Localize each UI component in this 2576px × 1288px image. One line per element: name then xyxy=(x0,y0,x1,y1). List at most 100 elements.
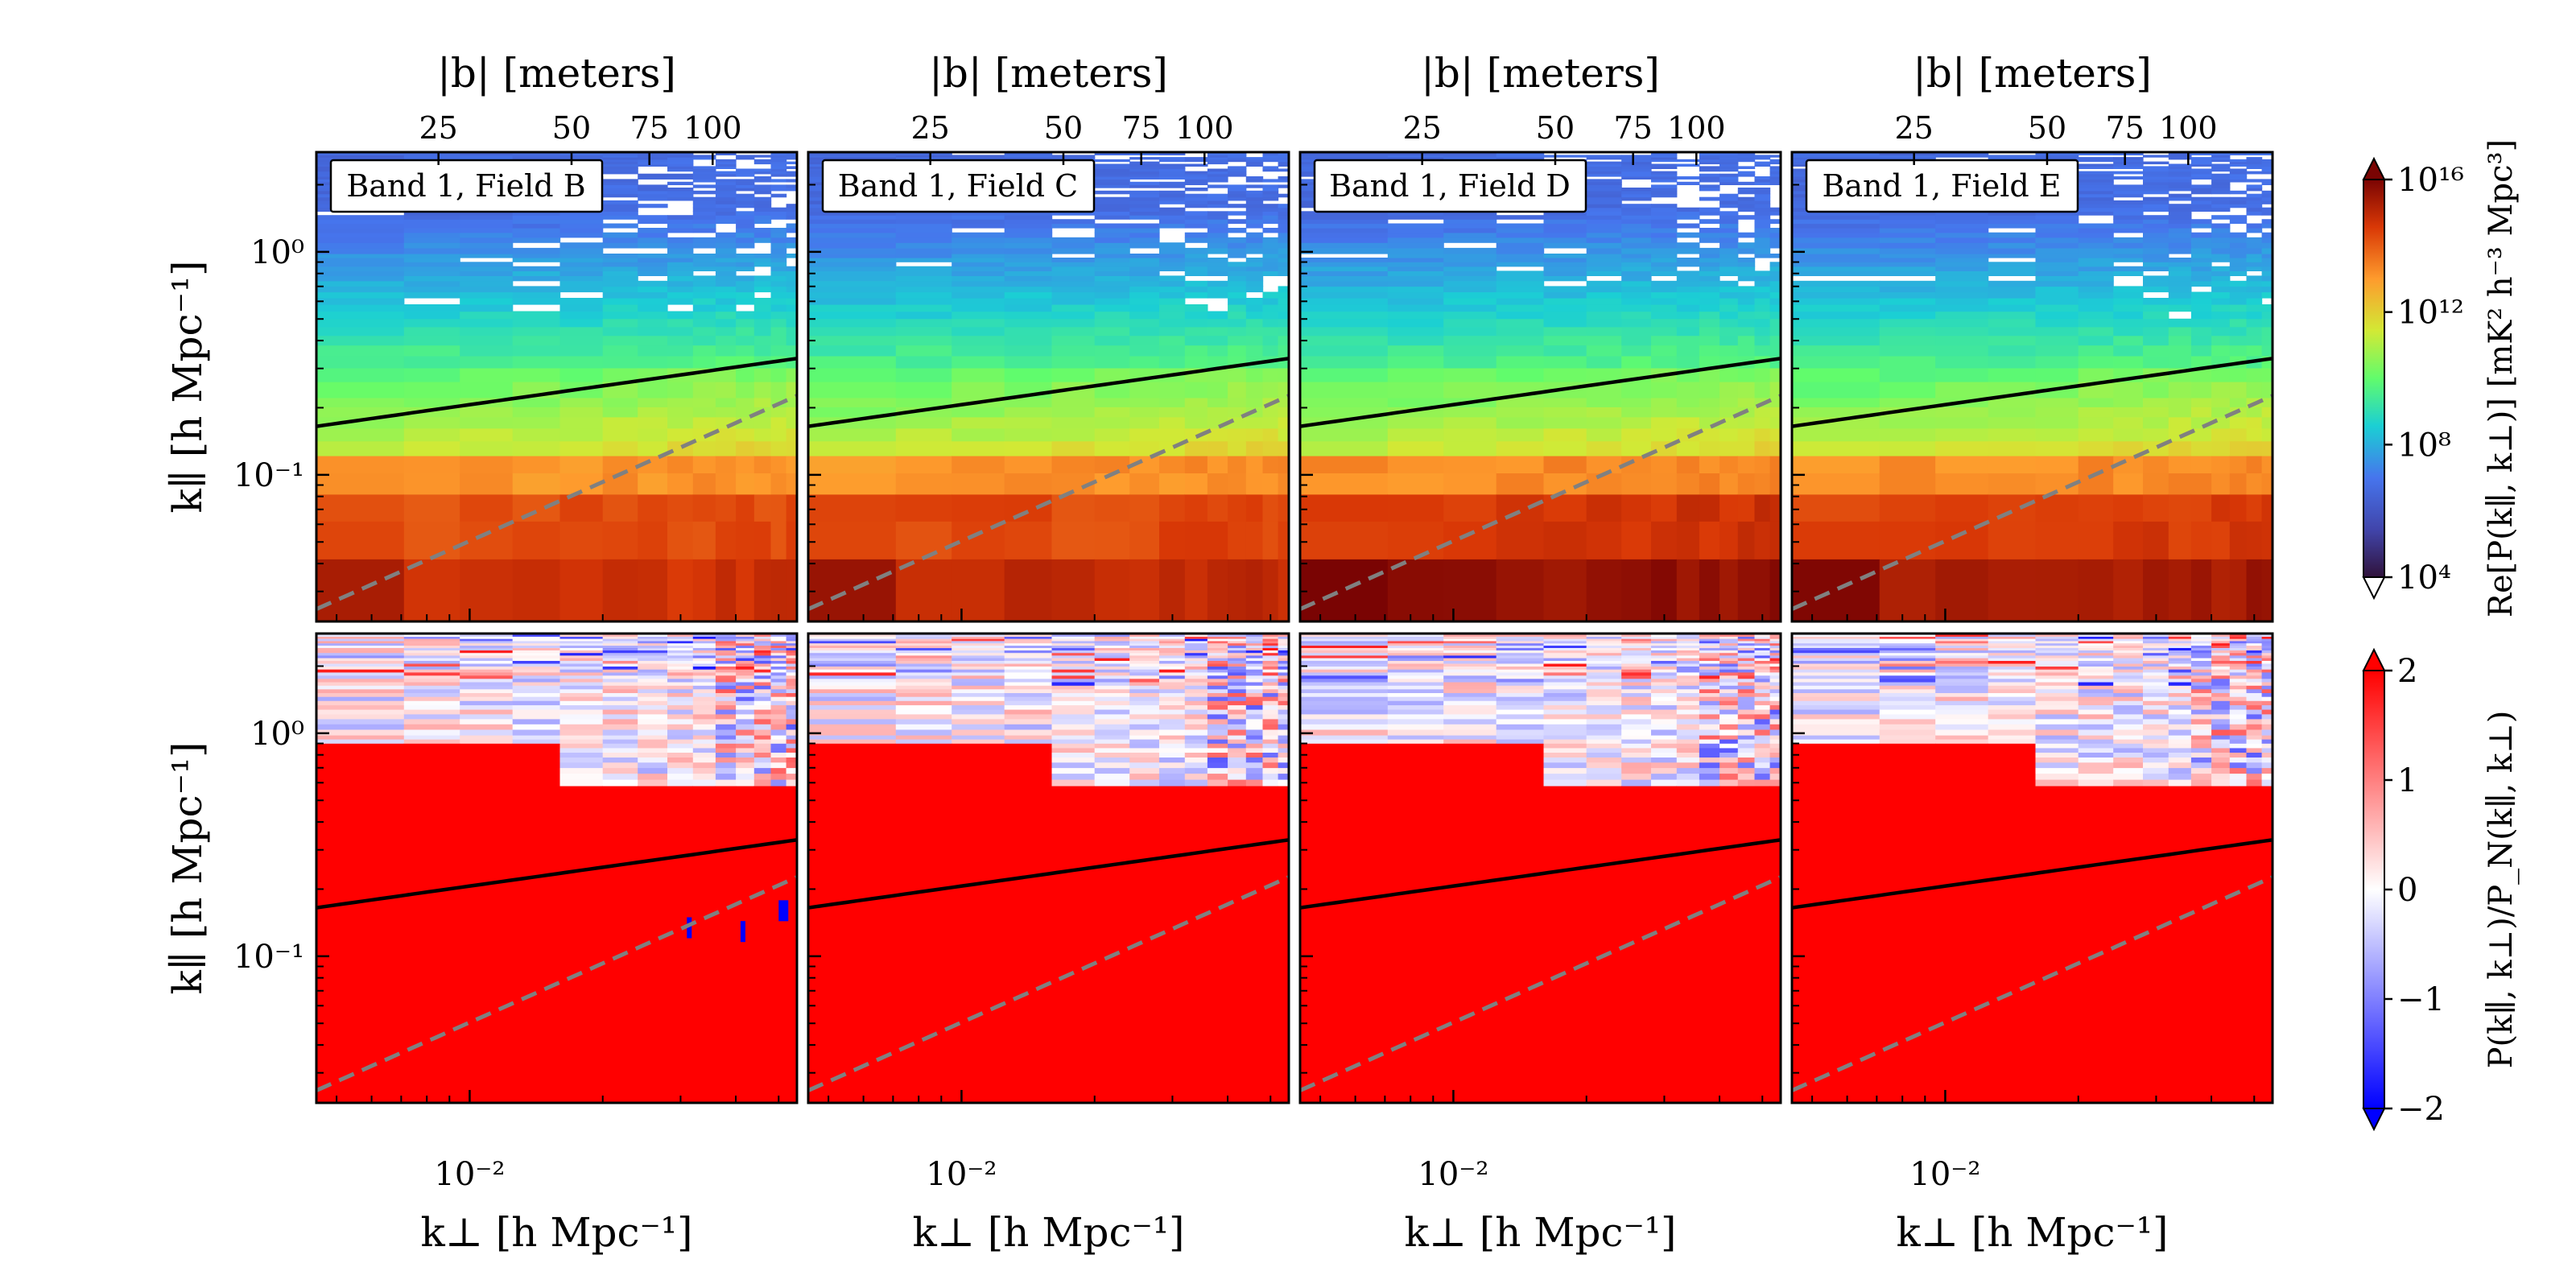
heatmap-cell xyxy=(1129,493,1160,522)
heatmap-cell xyxy=(1051,298,1096,305)
heatmap-cell xyxy=(1651,521,1678,559)
heatmap-cell xyxy=(638,642,668,646)
heatmap-cell xyxy=(1300,696,1389,701)
heatmap-cell xyxy=(559,685,604,690)
heatmap-cell xyxy=(403,318,460,328)
heatmap-cell xyxy=(316,757,405,763)
heatmap-cell xyxy=(1651,163,1678,167)
heatmap-cell xyxy=(808,752,897,758)
heatmap-cell xyxy=(1184,345,1208,357)
heatmap-cell xyxy=(1129,792,1160,801)
heatmap-cell xyxy=(1184,685,1208,690)
heatmap-cell xyxy=(952,792,1005,801)
heatmap-cell xyxy=(1129,681,1160,686)
heatmap-cell xyxy=(1159,898,1186,910)
heatmap-cell xyxy=(638,1002,668,1041)
heatmap-cell xyxy=(1159,326,1186,336)
heatmap-cell xyxy=(1004,247,1053,254)
heatmap-cell xyxy=(512,237,561,243)
heatmap-cell xyxy=(1184,291,1208,299)
heatmap-cell xyxy=(692,407,716,418)
heatmap-cell xyxy=(1769,848,1781,864)
heatmap-cell xyxy=(638,773,668,780)
heatmap-cell xyxy=(1387,232,1444,238)
plot-frame xyxy=(807,151,1290,623)
heatmap-cell xyxy=(460,675,514,679)
heatmap-cell xyxy=(512,739,561,744)
heatmap-cell xyxy=(1094,416,1130,429)
heatmap-cell xyxy=(1184,807,1208,818)
heatmap-cell xyxy=(1129,654,1160,658)
heatmap-cell xyxy=(1699,724,1720,730)
heatmap-cell xyxy=(753,743,772,749)
heatmap-cell xyxy=(316,747,405,753)
heatmap-cell xyxy=(736,1040,755,1103)
heatmap-cell xyxy=(316,878,405,889)
heatmap-cell xyxy=(1159,743,1186,749)
heatmap-cell xyxy=(808,718,897,724)
heatmap-cell xyxy=(403,645,460,648)
heatmap-cell xyxy=(1184,318,1208,328)
heatmap-cell xyxy=(1621,898,1652,910)
heatmap-cell xyxy=(1443,888,1497,899)
heatmap-cell xyxy=(1300,152,1389,155)
heatmap-cell xyxy=(460,270,514,276)
heatmap-cell xyxy=(1129,767,1160,774)
heatmap-cell xyxy=(1207,786,1228,794)
heatmap-cell xyxy=(1543,675,1587,679)
heatmap-cell xyxy=(403,671,460,676)
heatmap-cell xyxy=(1496,713,1545,720)
heatmap-cell xyxy=(638,688,668,693)
heatmap-cell xyxy=(786,311,797,320)
heatmap-cell xyxy=(1387,155,1444,158)
heatmap-cell xyxy=(715,275,737,282)
heatmap-cell xyxy=(512,688,561,693)
heatmap-cell xyxy=(1184,200,1208,204)
heatmap-cell xyxy=(1387,291,1444,299)
heatmap-cell xyxy=(602,773,638,780)
heatmap-cell xyxy=(1094,786,1130,794)
heatmap-cell xyxy=(1792,367,1880,382)
heatmap-cell xyxy=(460,634,514,637)
heatmap-cell xyxy=(895,638,952,642)
heatmap-cell xyxy=(1129,166,1160,169)
heatmap-cell xyxy=(1496,215,1545,220)
heatmap-cell xyxy=(895,652,952,656)
heatmap-cell xyxy=(512,291,561,299)
heatmap-cell xyxy=(1769,1002,1781,1041)
heatmap-cell xyxy=(1699,878,1720,889)
heatmap-cell xyxy=(895,836,952,850)
heatmap-cell xyxy=(1300,898,1389,910)
heatmap-cell xyxy=(753,669,772,673)
heatmap-cell xyxy=(1543,836,1587,850)
heatmap-cell xyxy=(1184,521,1208,559)
heatmap-cell xyxy=(1496,311,1545,320)
heatmap-cell xyxy=(1245,211,1264,216)
heatmap-cell xyxy=(1184,204,1208,208)
heatmap-cell xyxy=(638,634,668,637)
heatmap-cell xyxy=(1245,642,1264,646)
heatmap-cell xyxy=(1245,1040,1264,1103)
heatmap-cell xyxy=(602,254,638,258)
heatmap-cell xyxy=(1621,280,1652,287)
heatmap-cell xyxy=(1094,473,1130,495)
heatmap-cell xyxy=(1262,326,1279,336)
heatmap-cell xyxy=(1129,642,1160,646)
heatmap-cell xyxy=(753,559,772,621)
heatmap-cell xyxy=(1769,155,1781,158)
heatmap-cell xyxy=(1262,254,1279,258)
heatmap-cell xyxy=(753,228,772,233)
heatmap-cell xyxy=(559,747,604,753)
heatmap-cell xyxy=(895,427,952,442)
heatmap-cell xyxy=(667,335,694,346)
heatmap-cell xyxy=(1159,211,1186,216)
heatmap-cell xyxy=(1094,709,1130,715)
heatmap-cell xyxy=(403,922,460,938)
heatmap-cell xyxy=(1004,799,1053,809)
heatmap-cell xyxy=(559,696,604,701)
heatmap-cell xyxy=(1754,786,1771,794)
heatmap-cell xyxy=(1004,1040,1053,1103)
heatmap-cell xyxy=(1051,318,1096,328)
heatmap-cell xyxy=(715,318,737,328)
heatmap-cell xyxy=(1443,642,1497,646)
